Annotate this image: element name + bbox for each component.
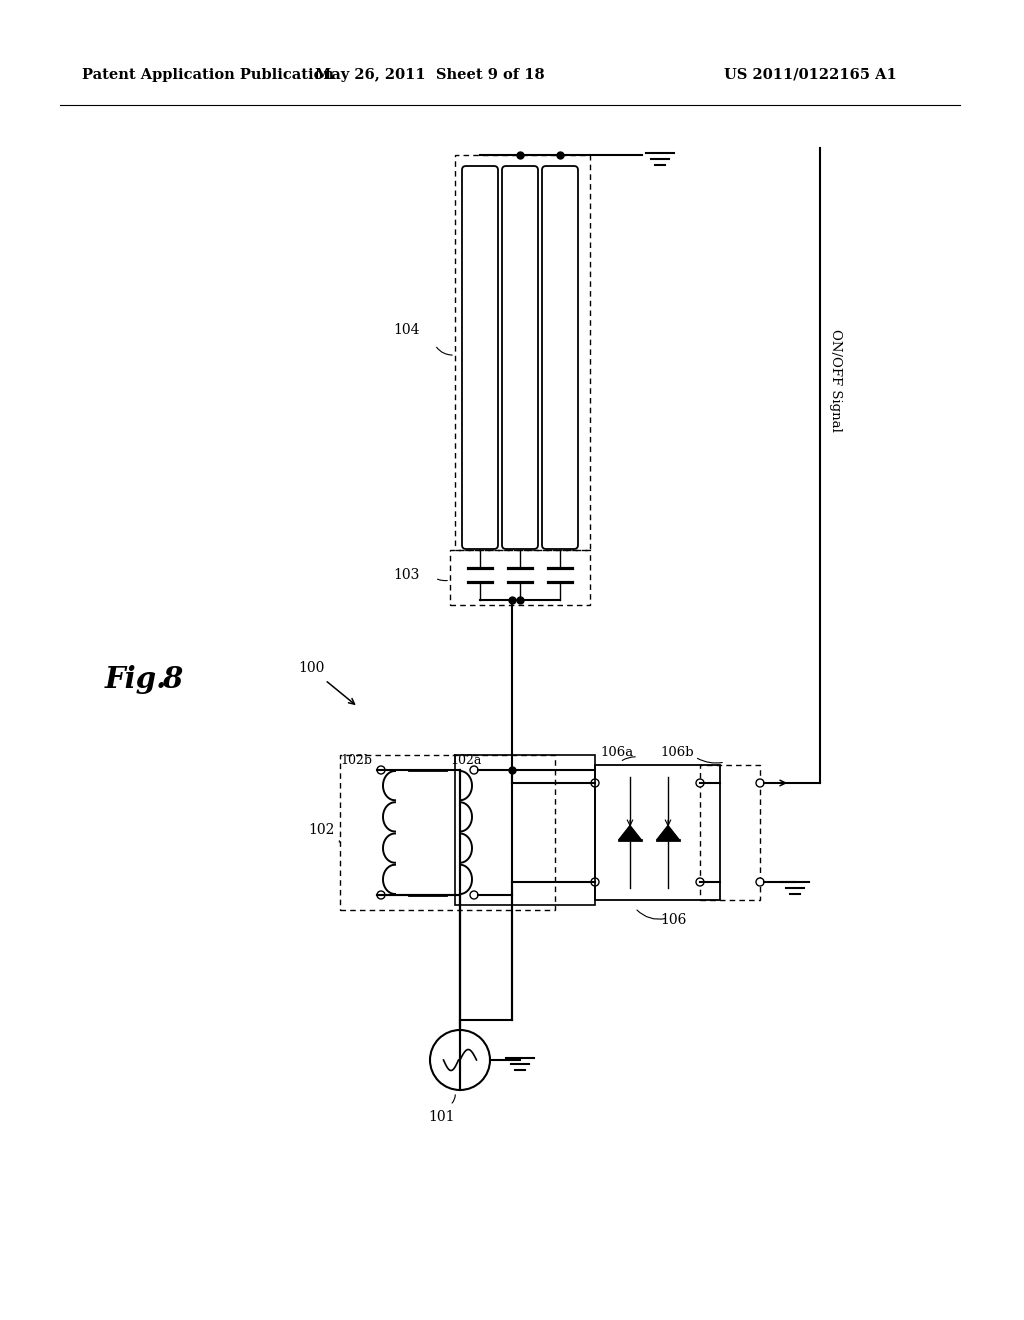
Circle shape [470, 766, 478, 774]
Circle shape [591, 779, 599, 787]
Text: 100: 100 [298, 661, 325, 675]
Circle shape [430, 1030, 490, 1090]
Circle shape [377, 891, 385, 899]
Text: 104: 104 [393, 323, 420, 337]
Text: US 2011/0122165 A1: US 2011/0122165 A1 [724, 69, 896, 82]
Bar [595, 766, 720, 900]
Circle shape [591, 878, 599, 886]
Circle shape [470, 891, 478, 899]
FancyBboxPatch shape [462, 166, 498, 549]
Text: 8: 8 [162, 665, 182, 694]
Circle shape [696, 878, 705, 886]
Polygon shape [618, 825, 641, 840]
Circle shape [756, 878, 764, 886]
FancyBboxPatch shape [502, 166, 538, 549]
Bar [455, 154, 590, 550]
Text: Patent Application Publication: Patent Application Publication [82, 69, 334, 82]
Text: May 26, 2011  Sheet 9 of 18: May 26, 2011 Sheet 9 of 18 [315, 69, 545, 82]
Text: ON/OFF Signal: ON/OFF Signal [829, 329, 842, 432]
Circle shape [756, 779, 764, 787]
Text: 103: 103 [393, 568, 420, 582]
Text: 102a: 102a [450, 754, 481, 767]
FancyBboxPatch shape [542, 166, 578, 549]
Text: 106b: 106b [660, 747, 693, 759]
Bar [700, 766, 760, 900]
Text: 101: 101 [429, 1110, 456, 1125]
Circle shape [696, 779, 705, 787]
Polygon shape [657, 825, 679, 840]
Circle shape [377, 766, 385, 774]
Text: 102b: 102b [340, 754, 372, 767]
Bar [455, 755, 595, 906]
Bar [450, 550, 590, 605]
Bar [340, 755, 555, 909]
Text: Fig.: Fig. [105, 665, 167, 694]
Text: 102: 102 [308, 822, 335, 837]
Text: 106: 106 [660, 913, 686, 927]
Text: 106a: 106a [600, 747, 633, 759]
